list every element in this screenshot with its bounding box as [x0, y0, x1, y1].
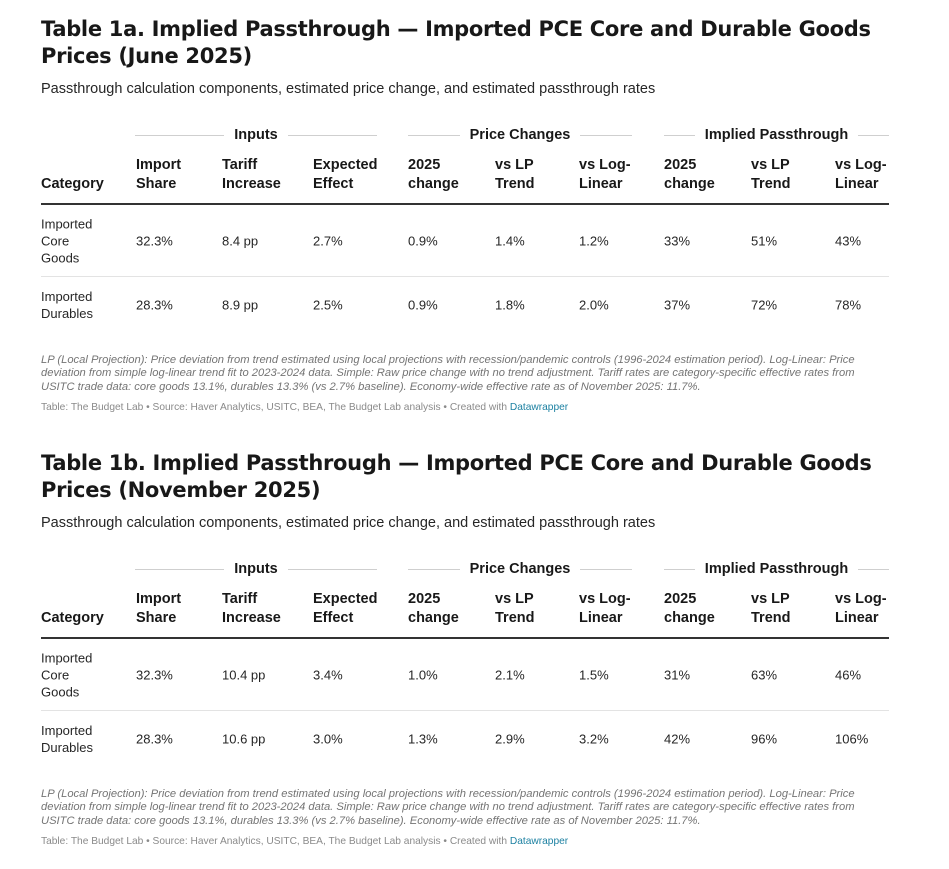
column-group-price-changes: Price Changes: [408, 125, 632, 145]
cell-2025-change: 0.9%: [408, 297, 438, 313]
group-label: Price Changes: [469, 561, 571, 577]
header-tariff-increase: Tariff Increase: [222, 157, 281, 192]
cell-passthrough-2025-change: 37%: [664, 297, 691, 313]
cell-passthrough-vs-lp-trend: 96%: [751, 731, 778, 747]
header-tariff-increase: Tariff Increase: [222, 591, 281, 626]
header-expected-effect: Expected Effect: [313, 157, 378, 192]
cell-expected-effect: 2.5%: [313, 297, 343, 313]
header-vs-lp-trend: vs LP Trend: [495, 157, 535, 192]
cell-import-share: 28.3%: [136, 731, 173, 747]
column-group-row: Inputs Price Changes Implied Passthrough: [41, 559, 890, 579]
cell-import-share: 32.3%: [136, 233, 173, 248]
table-source: Table: The Budget Lab • Source: Haver An…: [41, 835, 889, 848]
cell-import-share: 32.3%: [136, 667, 173, 682]
header-row: Category Import Share Tariff Increase Ex…: [41, 145, 889, 205]
column-group-implied-passthrough: Implied Passthrough: [664, 559, 890, 579]
header-passthrough-vs-log-linear: vs Log-Linear: [835, 157, 887, 192]
table-subtitle: Passthrough calculation components, esti…: [41, 515, 656, 531]
source-text: Table: The Budget Lab • Source: Haver An…: [41, 402, 510, 413]
column-group-implied-passthrough: Implied Passthrough: [664, 125, 890, 145]
cell-vs-lp-trend: 2.1%: [495, 667, 525, 682]
header-vs-log-linear: vs Log-Linear: [579, 157, 631, 192]
cell-2025-change: 0.9%: [408, 233, 438, 248]
cell-category: Imported Durables: [41, 289, 94, 321]
cell-passthrough-vs-log-linear: 78%: [835, 297, 862, 313]
table-source: Table: The Budget Lab • Source: Haver An…: [41, 401, 889, 414]
header-passthrough-vs-lp-trend: vs LP Trend: [751, 157, 791, 192]
cell-passthrough-vs-log-linear: 106%: [835, 731, 869, 747]
table-notes: LP (Local Projection): Price deviation f…: [41, 788, 855, 827]
header-category: Category: [41, 176, 104, 192]
cell-vs-lp-trend: 1.8%: [495, 297, 525, 313]
table-notes: LP (Local Projection): Price deviation f…: [41, 354, 855, 393]
header-category: Category: [41, 610, 104, 626]
header-passthrough-2025-change: 2025 change: [664, 157, 715, 192]
cell-passthrough-vs-lp-trend: 63%: [751, 667, 778, 682]
cell-tariff-increase: 10.4 pp: [222, 667, 266, 682]
header-2025-change: 2025 change: [408, 157, 459, 192]
cell-passthrough-2025-change: 31%: [664, 667, 691, 682]
cell-2025-change: 1.0%: [408, 667, 438, 682]
column-group-inputs: Inputs: [135, 125, 377, 145]
header-import-share: Import Share: [136, 157, 182, 192]
cell-passthrough-2025-change: 42%: [664, 731, 691, 747]
table-row: Imported Core Goods 32.3% 10.4 pp 3.4% 1…: [41, 639, 889, 711]
cell-expected-effect: 2.7%: [313, 233, 343, 248]
table-block-1b: Table 1b. Implied Passthrough — Imported…: [41, 450, 890, 847]
cell-category: Imported Core Goods: [41, 216, 93, 265]
table-row: Imported Core Goods 32.3% 8.4 pp 2.7% 0.…: [41, 205, 889, 277]
header-row: Category Import Share Tariff Increase Ex…: [41, 579, 889, 639]
cell-vs-log-linear: 1.2%: [579, 233, 609, 248]
cell-category: Imported Durables: [41, 723, 94, 755]
cell-vs-log-linear: 3.2%: [579, 731, 609, 747]
group-label: Implied Passthrough: [704, 127, 849, 143]
cell-tariff-increase: 8.4 pp: [222, 233, 259, 248]
cell-passthrough-2025-change: 33%: [664, 233, 691, 248]
group-label: Inputs: [234, 127, 278, 143]
data-table: Inputs Price Changes Implied Passthrough…: [41, 125, 890, 333]
group-label: Inputs: [234, 561, 278, 577]
header-passthrough-vs-lp-trend: vs LP Trend: [751, 591, 791, 626]
cell-2025-change: 1.3%: [408, 731, 438, 747]
table-block-1a: Table 1a. Implied Passthrough — Imported…: [41, 16, 890, 413]
column-group-price-changes: Price Changes: [408, 559, 632, 579]
cell-tariff-increase: 10.6 pp: [222, 731, 266, 747]
table-row: Imported Durables 28.3% 10.6 pp 3.0% 1.3…: [41, 711, 889, 767]
header-vs-log-linear: vs Log-Linear: [579, 591, 631, 626]
cell-vs-lp-trend: 1.4%: [495, 233, 525, 248]
cell-passthrough-vs-lp-trend: 72%: [751, 297, 778, 313]
table-row: Imported Durables 28.3% 8.9 pp 2.5% 0.9%…: [41, 277, 889, 333]
header-passthrough-vs-log-linear: vs Log-Linear: [835, 591, 887, 626]
cell-vs-log-linear: 1.5%: [579, 667, 609, 682]
datawrapper-link[interactable]: Datawrapper: [509, 402, 569, 413]
column-group-inputs: Inputs: [135, 559, 377, 579]
cell-expected-effect: 3.4%: [313, 667, 343, 682]
table-title: Table 1b. Implied Passthrough — Imported…: [41, 451, 872, 502]
datawrapper-link[interactable]: Datawrapper: [509, 836, 569, 847]
cell-expected-effect: 3.0%: [313, 731, 343, 747]
column-group-row: Inputs Price Changes Implied Passthrough: [41, 125, 890, 145]
cell-passthrough-vs-log-linear: 46%: [835, 667, 862, 682]
header-passthrough-2025-change: 2025 change: [664, 591, 715, 626]
cell-category: Imported Core Goods: [41, 650, 93, 699]
source-text: Table: The Budget Lab • Source: Haver An…: [41, 836, 510, 847]
cell-passthrough-vs-log-linear: 43%: [835, 233, 862, 248]
cell-tariff-increase: 8.9 pp: [222, 297, 259, 313]
cell-import-share: 28.3%: [136, 297, 173, 313]
cell-vs-log-linear: 2.0%: [579, 297, 609, 313]
header-import-share: Import Share: [136, 591, 182, 626]
group-label: Implied Passthrough: [704, 561, 849, 577]
table-subtitle: Passthrough calculation components, esti…: [41, 81, 656, 97]
group-label: Price Changes: [469, 127, 571, 143]
header-2025-change: 2025 change: [408, 591, 459, 626]
table-title: Table 1a. Implied Passthrough — Imported…: [41, 17, 871, 68]
cell-vs-lp-trend: 2.9%: [495, 731, 525, 747]
cell-passthrough-vs-lp-trend: 51%: [751, 233, 778, 248]
header-vs-lp-trend: vs LP Trend: [495, 591, 535, 626]
data-table: Inputs Price Changes Implied Passthrough…: [41, 559, 890, 767]
header-expected-effect: Expected Effect: [313, 591, 378, 626]
